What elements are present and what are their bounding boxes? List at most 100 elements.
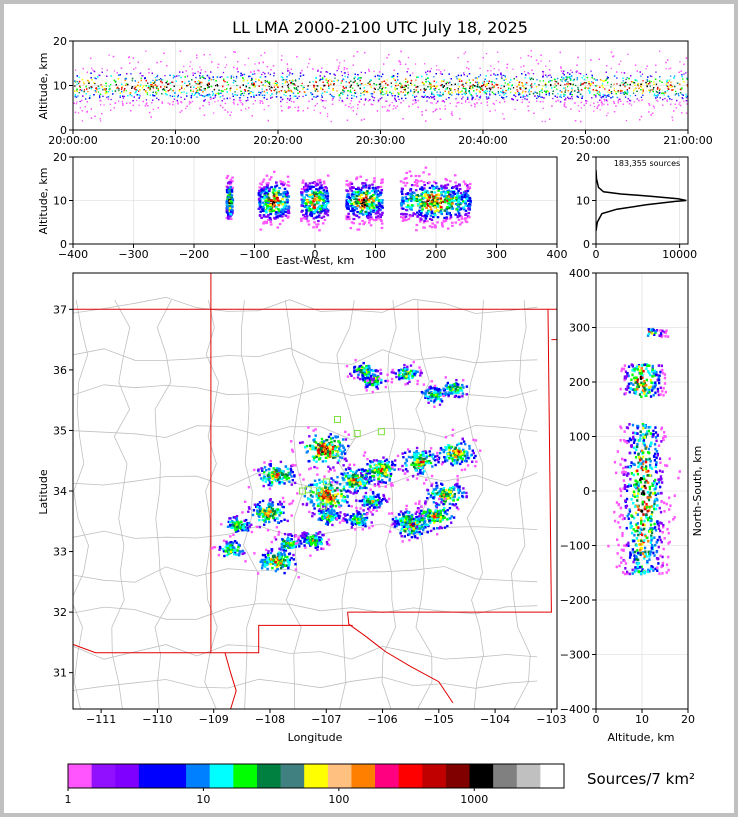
source-point <box>417 92 419 94</box>
source-point <box>122 95 124 97</box>
source-point <box>623 84 626 86</box>
source-point <box>500 85 503 87</box>
source-point <box>658 90 661 92</box>
source-point <box>235 75 238 78</box>
source-point <box>563 93 565 95</box>
source-point <box>465 82 467 84</box>
source-point <box>243 73 246 76</box>
source-point <box>666 79 668 81</box>
source-point <box>414 63 417 65</box>
source-point <box>229 88 231 90</box>
source-point <box>546 90 548 92</box>
source-point <box>396 88 398 90</box>
source-point <box>152 85 155 87</box>
source-point <box>548 81 550 83</box>
source-point <box>427 86 429 88</box>
source-point <box>294 80 297 82</box>
figure-frame: LL LMA 2000-2100 UTC July 18, 2025 20:00… <box>4 4 734 813</box>
source-point <box>425 78 427 81</box>
source-point <box>78 80 81 83</box>
source-point <box>414 84 416 86</box>
source-point <box>489 94 491 96</box>
source-point <box>528 93 531 95</box>
source-point <box>473 103 476 105</box>
source-point <box>457 83 459 85</box>
source-point <box>106 69 108 71</box>
source-point <box>210 71 212 73</box>
source-point <box>678 103 680 105</box>
source-point <box>100 99 102 102</box>
source-point <box>505 89 507 92</box>
source-point <box>541 88 543 90</box>
source-point <box>622 92 624 94</box>
source-point <box>218 93 220 95</box>
source-point <box>627 98 629 100</box>
source-point <box>578 110 580 112</box>
source-point <box>398 92 400 94</box>
source-point <box>566 83 568 85</box>
source-point <box>678 71 680 73</box>
source-point <box>390 82 392 84</box>
source-point <box>551 105 553 107</box>
source-point <box>225 64 228 66</box>
source-point <box>478 99 480 101</box>
source-point <box>451 94 453 96</box>
source-point <box>207 94 209 97</box>
source-point <box>136 89 138 91</box>
source-point <box>357 84 359 87</box>
source-point <box>575 84 577 87</box>
source-point <box>450 78 452 80</box>
source-point <box>399 82 401 84</box>
source-point <box>319 112 322 114</box>
source-point <box>384 87 387 89</box>
source-point <box>149 86 151 89</box>
source-point <box>121 86 123 88</box>
source-point <box>516 89 518 91</box>
source-point <box>650 114 652 116</box>
source-point <box>538 84 540 86</box>
source-point <box>396 105 398 107</box>
source-point <box>474 103 476 106</box>
source-point <box>487 96 490 98</box>
source-point <box>371 93 374 95</box>
source-point <box>156 76 158 78</box>
source-point <box>524 98 526 100</box>
source-point <box>455 105 457 107</box>
source-point <box>681 93 683 96</box>
source-point <box>343 90 345 93</box>
source-point <box>491 81 493 83</box>
source-point <box>542 85 544 87</box>
source-point <box>465 89 467 91</box>
source-point <box>138 90 140 92</box>
source-point <box>258 91 260 93</box>
source-point <box>379 83 382 85</box>
source-point <box>246 79 249 82</box>
source-point <box>343 79 345 81</box>
source-point <box>483 91 485 93</box>
source-point <box>564 94 566 96</box>
source-point <box>337 68 340 70</box>
source-point <box>320 87 322 89</box>
source-point <box>270 69 272 71</box>
source-point <box>596 85 598 87</box>
source-point <box>331 95 333 97</box>
source-point <box>234 91 236 93</box>
source-point <box>326 91 328 93</box>
source-point <box>136 94 138 96</box>
source-point <box>131 95 133 97</box>
source-point <box>114 81 117 83</box>
source-point <box>249 92 251 94</box>
source-point <box>214 94 217 96</box>
source-point <box>642 80 644 82</box>
source-point <box>77 112 80 114</box>
source-point <box>518 81 521 83</box>
source-point <box>674 94 676 96</box>
source-point <box>523 65 525 67</box>
source-point <box>427 70 429 72</box>
source-point <box>230 111 232 113</box>
source-point <box>172 101 174 103</box>
source-point <box>377 101 380 103</box>
source-point <box>131 77 134 80</box>
source-point <box>479 87 481 89</box>
source-point <box>185 70 187 72</box>
